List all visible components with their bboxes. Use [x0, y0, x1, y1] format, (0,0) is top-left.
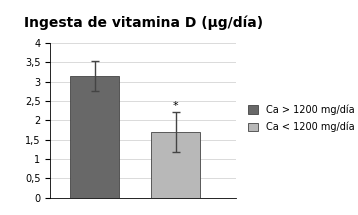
Bar	[71, 76, 119, 198]
Text: Ingesta de vitamina D (μg/día): Ingesta de vitamina D (μg/día)	[24, 15, 263, 29]
Text: *: *	[173, 101, 178, 111]
Legend: Ca > 1200 mg/día, Ca < 1200 mg/día: Ca > 1200 mg/día, Ca < 1200 mg/día	[248, 104, 354, 132]
Bar	[151, 132, 200, 198]
